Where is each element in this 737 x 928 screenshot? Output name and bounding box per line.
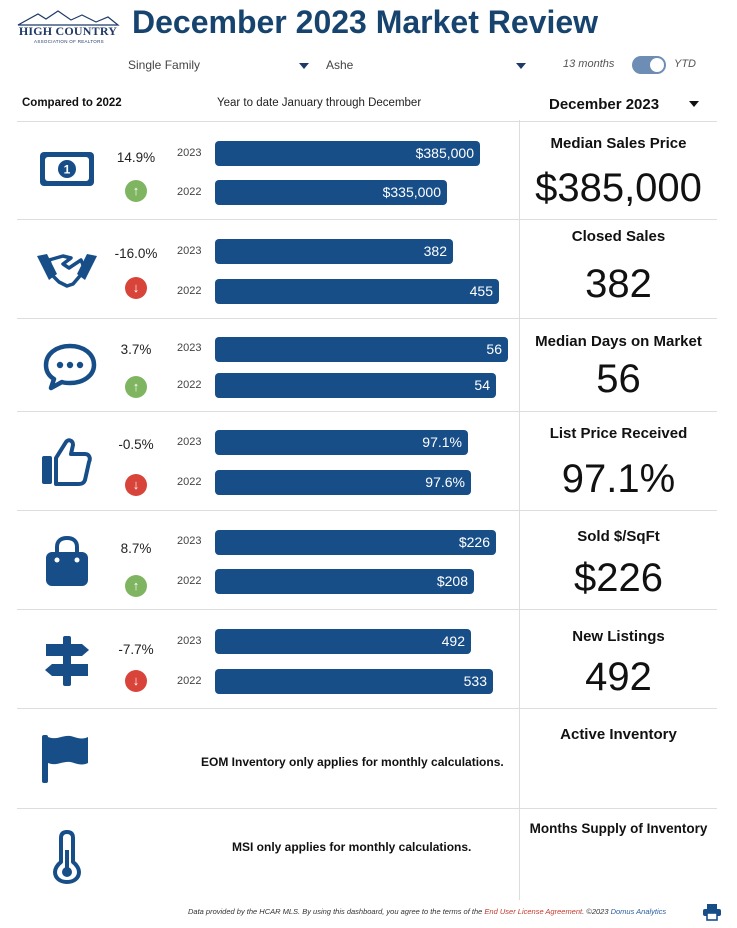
month-select[interactable]: December 2023 <box>549 96 660 113</box>
divider <box>17 411 717 412</box>
msi-note: MSI only applies for monthly calculation… <box>232 840 472 854</box>
year-prior: 2022 <box>177 675 202 687</box>
domus-link[interactable]: Domus Analytics <box>610 907 667 916</box>
metric-value: $385,000 <box>535 166 702 210</box>
arrow-down-icon: ↓ <box>125 474 147 496</box>
page-title: December 2023 Market Review <box>132 4 599 40</box>
flag-icon <box>40 733 90 785</box>
year-current: 2023 <box>177 342 202 354</box>
toggle-label-13-months: 13 months <box>563 58 615 70</box>
footer-copyright: . ©2023 <box>582 907 611 916</box>
logo-subtitle: ASSOCIATION OF REALTORS <box>34 39 104 44</box>
metric-value: $226 <box>574 556 663 600</box>
column-divider <box>519 120 520 900</box>
bar-prior: 533 <box>215 669 493 694</box>
year-current: 2023 <box>177 245 202 257</box>
arrow-up-icon: ↑ <box>125 376 147 398</box>
metric-value: 382 <box>585 262 652 306</box>
change-percent: 8.7% <box>120 541 152 556</box>
year-current: 2023 <box>177 436 202 448</box>
year-prior: 2022 <box>177 285 202 297</box>
toggle-knob <box>650 58 664 72</box>
bar-prior: 455 <box>215 279 499 304</box>
bar-current: 382 <box>215 239 453 264</box>
chat-icon <box>42 342 98 392</box>
logo-name: HIGH COUNTRY <box>18 24 118 38</box>
change-percent: 3.7% <box>120 342 152 357</box>
metric-title: Active Inventory <box>560 726 677 743</box>
divider <box>17 708 717 709</box>
arrow-up-icon: ↑ <box>125 180 147 202</box>
metric-value: 492 <box>585 655 652 699</box>
change-percent: -0.5% <box>118 437 154 452</box>
divider <box>17 121 717 122</box>
metric-title: List Price Received <box>549 425 688 442</box>
year-prior: 2022 <box>177 476 202 488</box>
year-current: 2023 <box>177 635 202 647</box>
high-country-logo <box>16 10 120 54</box>
inventory-note: EOM Inventory only applies for monthly c… <box>201 755 504 769</box>
money-icon: 1 <box>38 150 96 188</box>
eula-link[interactable]: End User License Agreement <box>484 907 583 916</box>
year-current: 2023 <box>177 535 202 547</box>
bar-current: 492 <box>215 629 471 654</box>
metric-title: Median Days on Market <box>535 333 702 350</box>
footer-disclaimer: Data provided by the HCAR MLS. By using … <box>188 907 666 916</box>
arrow-down-icon: ↓ <box>125 670 147 692</box>
footer-text: Data provided by the HCAR MLS. By using … <box>188 907 485 916</box>
bar-current: 56 <box>215 337 508 362</box>
year-prior: 2022 <box>177 186 202 198</box>
divider <box>17 510 717 511</box>
thumbs-up-icon <box>40 436 94 488</box>
chevron-down-icon[interactable] <box>689 101 699 107</box>
print-icon[interactable] <box>702 903 722 921</box>
arrow-up-icon: ↑ <box>125 575 147 597</box>
change-percent: -7.7% <box>118 642 154 657</box>
compared-label: Compared to 2022 <box>22 97 122 109</box>
toggle-label-ytd: YTD <box>674 58 696 70</box>
property-type-select[interactable]: Single Family <box>128 58 201 72</box>
bar-current: 97.1% <box>215 430 468 455</box>
area-select[interactable]: Ashe <box>326 58 354 72</box>
period-toggle[interactable] <box>632 56 666 74</box>
divider <box>17 318 717 319</box>
year-prior: 2022 <box>177 575 202 587</box>
change-percent: 14.9% <box>116 150 156 165</box>
shopping-bag-icon <box>44 536 90 588</box>
mountain-logo-icon <box>17 10 120 26</box>
bar-current: $226 <box>215 530 496 555</box>
year-current: 2023 <box>177 147 202 159</box>
thermometer-icon <box>52 830 82 884</box>
bar-current: $385,000 <box>215 141 480 166</box>
metric-value: 97.1% <box>561 457 676 501</box>
arrow-down-icon: ↓ <box>125 277 147 299</box>
metric-title: Sold $/SqFt <box>577 528 660 545</box>
divider <box>17 219 717 220</box>
handshake-icon <box>35 246 99 292</box>
chevron-down-icon[interactable] <box>299 63 309 69</box>
metric-title: Months Supply of Inventory <box>529 821 708 836</box>
metric-title: Median Sales Price <box>550 135 687 152</box>
change-percent: -16.0% <box>114 246 158 261</box>
metric-title: Closed Sales <box>571 228 666 245</box>
signpost-icon <box>42 634 92 688</box>
bar-prior: $335,000 <box>215 180 447 205</box>
bar-prior: 54 <box>215 373 496 398</box>
metric-value: 56 <box>596 357 641 401</box>
metric-title: New Listings <box>572 628 665 645</box>
bar-prior: 97.6% <box>215 470 471 495</box>
divider <box>17 609 717 610</box>
divider <box>17 808 717 809</box>
chevron-down-icon[interactable] <box>516 63 526 69</box>
bar-prior: $208 <box>215 569 474 594</box>
year-prior: 2022 <box>177 379 202 391</box>
svg-text:1: 1 <box>64 163 71 177</box>
range-label: Year to date January through December <box>217 97 422 109</box>
